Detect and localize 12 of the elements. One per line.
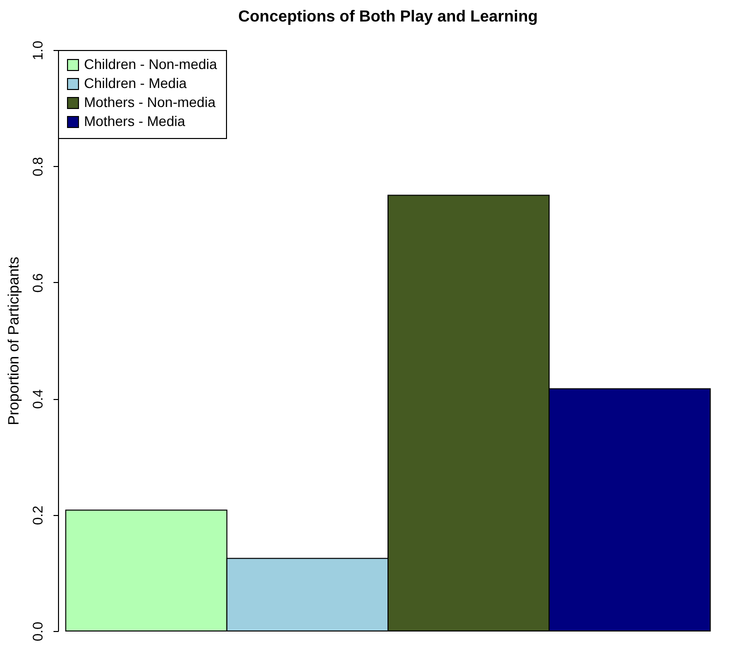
y-tick-label: 0.0 (30, 622, 46, 642)
legend-label: Mothers - Media (84, 113, 186, 129)
y-tick-label: 0.4 (30, 389, 46, 409)
legend-label: Children - Media (84, 75, 187, 91)
y-tick-label: 0.8 (30, 156, 46, 176)
y-tick-label: 0.6 (30, 272, 46, 293)
y-axis-title: Proportion of Participants (6, 256, 22, 426)
chart-title: Conceptions of Both Play and Learning (238, 8, 538, 26)
legend-label: Mothers - Non-media (84, 94, 216, 110)
y-tick-label: 1.0 (30, 40, 46, 60)
y-tick-label: 0.2 (30, 505, 46, 526)
legend-label: Children - Non-media (84, 56, 218, 72)
